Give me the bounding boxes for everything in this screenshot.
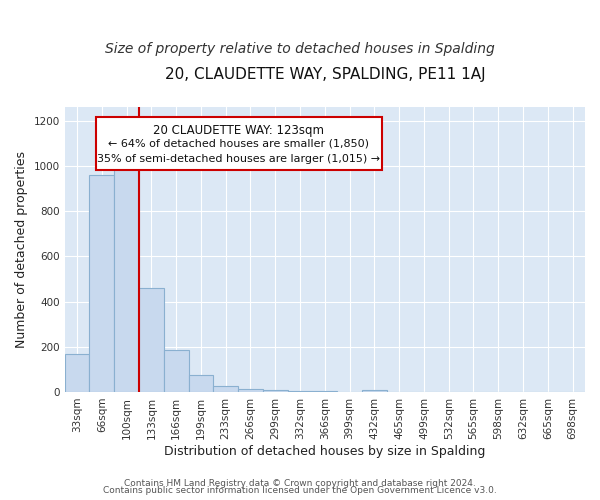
Title: 20, CLAUDETTE WAY, SPALDING, PE11 1AJ: 20, CLAUDETTE WAY, SPALDING, PE11 1AJ <box>164 68 485 82</box>
Bar <box>188 375 214 392</box>
Text: ← 64% of detached houses are smaller (1,850): ← 64% of detached houses are smaller (1,… <box>109 138 370 148</box>
Bar <box>287 391 313 392</box>
Text: 20 CLAUDETTE WAY: 123sqm: 20 CLAUDETTE WAY: 123sqm <box>154 124 325 138</box>
FancyBboxPatch shape <box>96 117 382 170</box>
Text: Size of property relative to detached houses in Spalding: Size of property relative to detached ho… <box>105 42 495 56</box>
Text: Contains HM Land Registry data © Crown copyright and database right 2024.: Contains HM Land Registry data © Crown c… <box>124 478 476 488</box>
Text: Contains public sector information licensed under the Open Government Licence v3: Contains public sector information licen… <box>103 486 497 495</box>
Bar <box>139 288 164 392</box>
Bar <box>313 391 337 392</box>
Y-axis label: Number of detached properties: Number of detached properties <box>15 151 28 348</box>
Bar <box>263 390 287 392</box>
Bar <box>65 354 89 392</box>
Bar <box>362 390 387 392</box>
Bar <box>89 175 114 392</box>
X-axis label: Distribution of detached houses by size in Spalding: Distribution of detached houses by size … <box>164 444 485 458</box>
Bar <box>114 166 139 392</box>
Bar <box>214 386 238 392</box>
Text: 35% of semi-detached houses are larger (1,015) →: 35% of semi-detached houses are larger (… <box>97 154 380 164</box>
Bar <box>238 388 263 392</box>
Bar <box>164 350 188 392</box>
